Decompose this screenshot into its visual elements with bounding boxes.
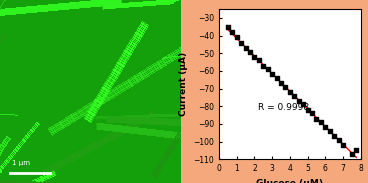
Point (322, 126, 328, 129)
Text: 1 μm: 1 μm (12, 160, 30, 166)
Point (353, 149, 359, 152)
Point (256, 59, 262, 62)
Point (305, 108, 311, 111)
Point (234, 36, 240, 39)
Point (247, 50, 253, 53)
Point (260, 64, 266, 67)
Point (278, 82, 284, 85)
Point (238, 41, 244, 44)
Point (273, 76, 279, 79)
Point (309, 112, 315, 115)
Point (327, 130, 333, 132)
Point (287, 91, 293, 94)
Point (331, 135, 337, 138)
Point (251, 55, 257, 58)
Point (269, 73, 275, 76)
Point (291, 94, 297, 97)
Point (300, 103, 306, 106)
Point (229, 31, 235, 33)
Point (282, 85, 288, 88)
Point (296, 100, 302, 102)
Point (225, 25, 231, 28)
Point (340, 144, 346, 147)
Point (336, 138, 342, 141)
Point (265, 68, 270, 71)
Point (318, 121, 324, 124)
X-axis label: Glucose (μM): Glucose (μM) (256, 179, 323, 183)
Point (349, 152, 355, 155)
Text: R = 0.9998: R = 0.9998 (258, 103, 309, 112)
Point (314, 117, 319, 120)
Point (243, 46, 248, 49)
Y-axis label: Current (μA): Current (μA) (179, 52, 188, 116)
